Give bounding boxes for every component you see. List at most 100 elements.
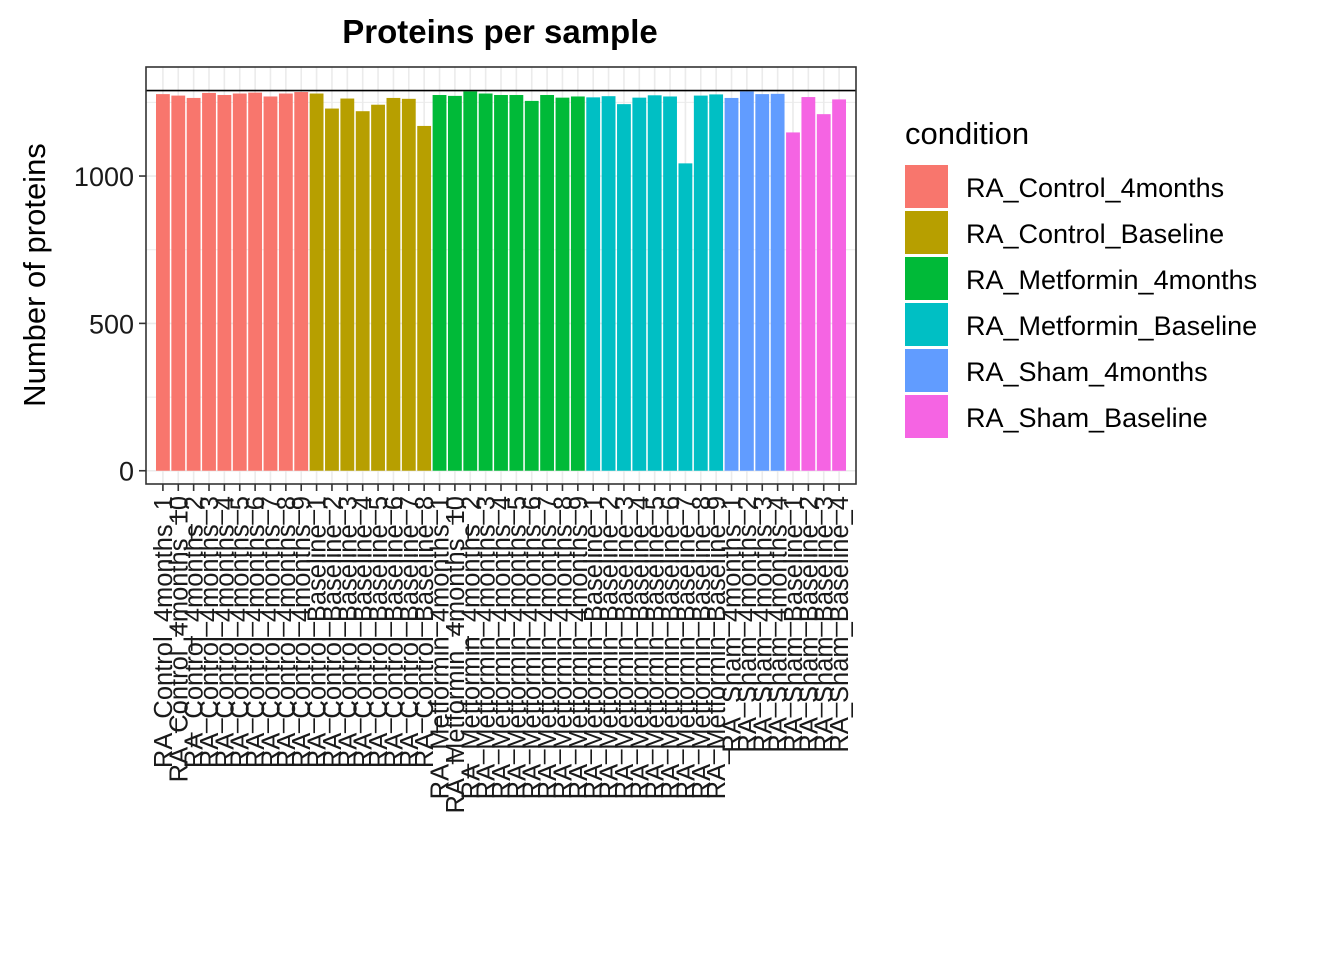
- legend-label: RA_Control_Baseline: [966, 219, 1224, 249]
- x-axis: RA_Control_4months_1RA_Control_4months_1…: [150, 484, 854, 814]
- x-tick-label: RA_Metformin_4months_4: [488, 496, 516, 799]
- bar: [816, 114, 831, 471]
- y-tick-label: 500: [89, 309, 134, 339]
- bar: [248, 92, 263, 471]
- bar: [755, 94, 770, 471]
- bar: [540, 94, 555, 471]
- x-tick-label: RA_Metformin_4months_5: [503, 496, 531, 799]
- legend-label: RA_Sham_4months: [966, 357, 1208, 387]
- bar: [278, 93, 293, 471]
- bars: [155, 91, 847, 471]
- bar: [647, 95, 662, 471]
- bar: [401, 98, 416, 471]
- bar: [386, 97, 401, 471]
- x-tick-label: RA_Control_Baseline_1: [304, 496, 332, 768]
- legend-title: condition: [905, 116, 1029, 151]
- x-tick-label: RA_Control_4months_6: [242, 496, 270, 768]
- bar: [786, 132, 800, 471]
- x-tick-label: RA_Metformin_4months_8: [549, 496, 577, 799]
- bar: [693, 95, 708, 471]
- legend-key: [905, 165, 948, 208]
- bar: [186, 97, 201, 471]
- x-tick-label: RA_Metformin_4months_9: [565, 496, 593, 799]
- bar: [524, 100, 539, 471]
- x-tick-label: RA_Sham_Baseline_4: [826, 496, 854, 753]
- legend-key: [905, 349, 948, 392]
- bar: [355, 111, 370, 471]
- bar: [724, 97, 739, 471]
- bar: [832, 99, 847, 471]
- legend: condition RA_Control_4months RA_Control_B…: [905, 116, 1257, 438]
- x-tick-label: RA_Metformin_Baseline_6: [657, 496, 685, 799]
- x-tick-label: RA_Sham_4months_1: [719, 496, 747, 753]
- bar: [601, 96, 616, 471]
- x-tick-label: RA_Control_4months_7: [257, 496, 285, 768]
- bar: [232, 93, 247, 471]
- x-tick-label: RA_Sham_4months_3: [749, 496, 777, 753]
- x-tick-label: RA_Metformin_4months_3: [473, 496, 501, 799]
- x-tick-label: RA_Control_4months_2: [181, 496, 209, 768]
- bar: [801, 97, 816, 471]
- bar: [432, 94, 447, 471]
- bar: [263, 96, 278, 471]
- legend-label: RA_Metformin_Baseline: [966, 311, 1257, 341]
- legend-label: RA_Sham_Baseline: [966, 403, 1208, 433]
- bar: [155, 94, 170, 471]
- x-tick-label: RA_Control_4months_3: [196, 496, 224, 768]
- x-tick-label: RA_Metformin_Baseline_4: [626, 496, 654, 799]
- x-tick-label: RA_Metformin_Baseline_3: [611, 496, 639, 799]
- legend-key: [905, 257, 948, 300]
- x-tick-label: RA_Control_Baseline_5: [365, 496, 393, 768]
- x-tick-label: RA_Sham_4months_2: [734, 496, 762, 753]
- legend-label: RA_Control_4months: [966, 173, 1224, 203]
- x-tick-label: RA_Control_4months_4: [211, 496, 239, 768]
- y-axis-title: Number of proteins: [17, 143, 52, 407]
- bar: [447, 95, 462, 471]
- bar: [739, 91, 754, 471]
- bar: [171, 95, 186, 471]
- bar: [340, 98, 355, 471]
- plot-panel: [145, 66, 857, 485]
- x-tick-label: RA_Metformin_4months_6: [519, 496, 547, 799]
- x-tick-label: RA_Sham_Baseline_2: [795, 496, 823, 753]
- x-tick-label: RA_Control_Baseline_3: [334, 496, 362, 768]
- bar: [478, 93, 493, 471]
- bar: [555, 97, 570, 471]
- x-tick-label: RA_Metformin_4months_2: [457, 496, 485, 799]
- legend-key: [905, 395, 948, 438]
- bar: [463, 91, 478, 471]
- x-tick-label: RA_Control_Baseline_4: [350, 496, 378, 768]
- x-tick-label: RA_Metformin_4months_7: [534, 496, 562, 799]
- x-tick-label: RA_Control_Baseline_6: [380, 496, 408, 768]
- y-axis: 0 500 1000: [74, 162, 146, 487]
- bar: [202, 92, 216, 471]
- x-tick-label: RA_Control_Baseline_8: [411, 496, 439, 768]
- bar: [371, 104, 385, 471]
- x-tick-label: RA_Control_4months_1: [150, 496, 178, 768]
- x-tick-label: RA_Control_4months_8: [273, 496, 301, 768]
- bar: [509, 94, 524, 471]
- bar: [417, 125, 432, 471]
- bar: [617, 104, 631, 471]
- x-tick-label: RA_Control_4months_9: [288, 496, 316, 768]
- x-tick-label: RA_Metformin_4months_10: [442, 496, 470, 814]
- legend-key: [905, 211, 948, 254]
- bar: [294, 92, 309, 471]
- bar: [663, 96, 677, 471]
- x-tick-label: RA_Sham_4months_4: [765, 496, 793, 753]
- bar: [632, 97, 647, 471]
- x-tick-label: RA_Control_4months_10: [165, 496, 193, 782]
- legend-key: [905, 303, 948, 346]
- bar: [770, 93, 785, 471]
- bar: [570, 96, 585, 471]
- bar: [325, 108, 339, 471]
- x-tick-label: RA_Control_4months_5: [227, 496, 255, 768]
- x-tick-label: RA_Control_Baseline_7: [396, 496, 424, 768]
- x-tick-label: RA_Sham_Baseline_1: [780, 496, 808, 753]
- bar: [678, 163, 693, 471]
- bar: [494, 94, 508, 471]
- x-tick-label: RA_Metformin_4months_1: [427, 496, 455, 799]
- y-tick-label: 0: [119, 457, 134, 487]
- x-tick-label: RA_Metformin_Baseline_8: [688, 496, 716, 799]
